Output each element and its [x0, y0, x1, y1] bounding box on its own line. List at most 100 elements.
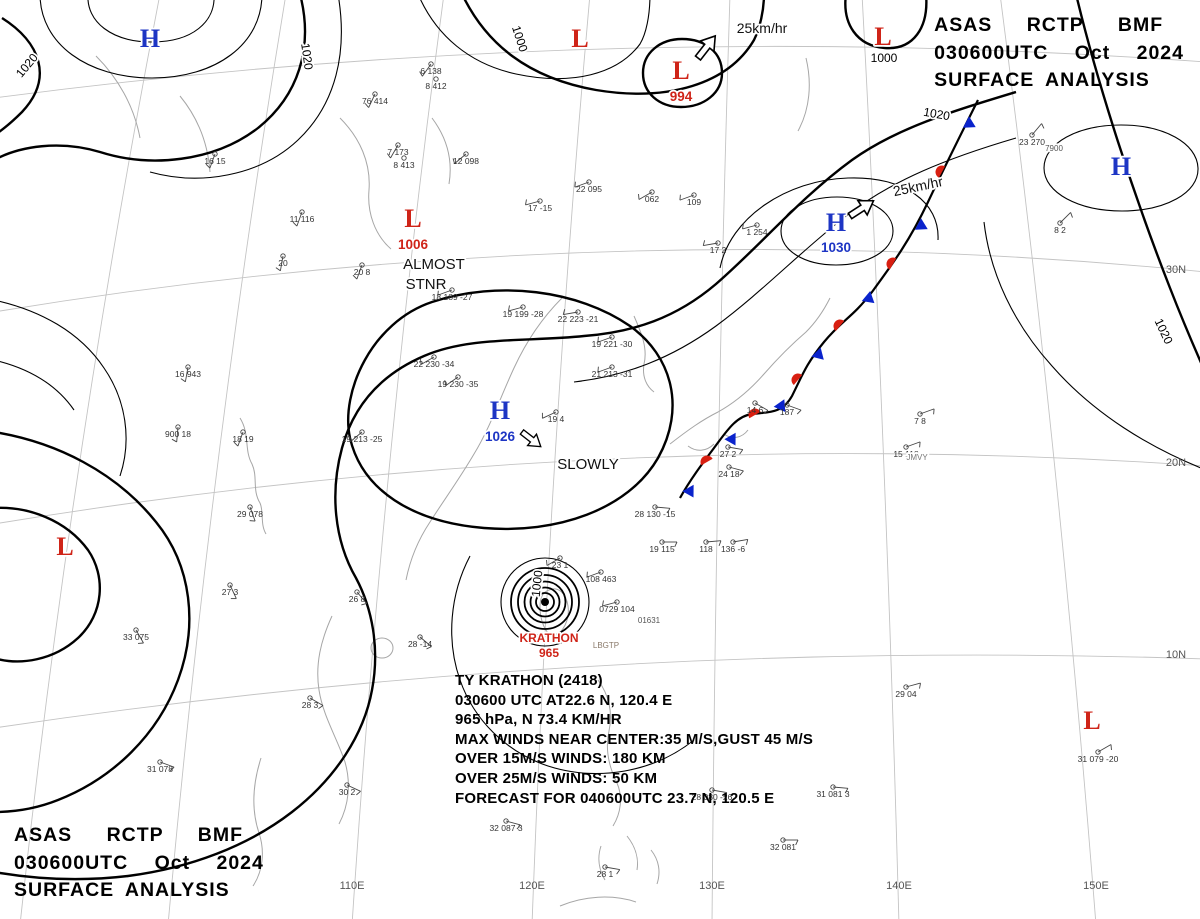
- wind-barb-icon: [390, 144, 399, 159]
- station-circle-icon: [1057, 220, 1063, 226]
- station-values: 16 15: [204, 156, 226, 166]
- station-values: 7 8: [914, 416, 926, 426]
- station-plot: 7 173: [386, 142, 409, 159]
- cold-front-symbol: [682, 484, 694, 498]
- station-circle-icon: [372, 91, 378, 97]
- low-center: L: [404, 204, 421, 233]
- storm-pressure: 965: [539, 646, 559, 660]
- station-plot: 18 19: [232, 429, 254, 447]
- station-values: 32 087 3: [489, 823, 522, 833]
- station-values: 27 2: [720, 449, 737, 459]
- station-values: 76 414: [362, 96, 388, 106]
- wind-barb-icon: [727, 446, 743, 451]
- station-circle-icon: [359, 262, 365, 268]
- center-pressure-value: 1006: [398, 237, 429, 252]
- station-circle-icon: [754, 222, 760, 228]
- high-center: H: [826, 208, 846, 237]
- isobar-label: 1000: [871, 51, 898, 65]
- station-values: 19 115: [649, 544, 675, 554]
- station-values: 187: [780, 407, 794, 417]
- station-plot: 19 4: [541, 409, 565, 424]
- wind-barb-icon: [356, 591, 367, 604]
- station-plot: 28 130 -15: [635, 504, 676, 519]
- station-circle-icon: [649, 189, 655, 195]
- station-values: 24 18: [718, 469, 740, 479]
- isobars-thin: [0, 0, 1200, 775]
- wind-barb-tick-icon: [666, 508, 671, 514]
- station-values: 28 130 -15: [635, 509, 676, 519]
- arrow-icon: [694, 34, 717, 62]
- wind-barb-tick-icon: [739, 449, 744, 455]
- wind-barb-tick-icon: [386, 153, 391, 159]
- station-circle-icon: [344, 782, 350, 788]
- wind-barb-icon: [249, 506, 256, 522]
- station-values: 30 2: [339, 787, 356, 797]
- wind-barb-icon: [1031, 123, 1042, 136]
- cold-front-symbol: [811, 347, 824, 360]
- station-plot: 17 -15: [525, 198, 552, 213]
- station-plot: 7 8: [914, 408, 935, 426]
- station-plot: 27 3: [222, 582, 239, 600]
- station-plot: 76 414: [362, 91, 388, 108]
- wind-barb-tick-icon: [745, 539, 749, 545]
- station-plot: 18 189 -27: [432, 287, 473, 302]
- station-plot: 23 1: [546, 555, 569, 570]
- wind-barb-icon: [602, 601, 618, 607]
- station-plot: 33 075: [123, 627, 149, 644]
- wind-barb-icon: [728, 466, 744, 472]
- station-plot: 8 413: [393, 155, 415, 170]
- station-values: 1 254: [746, 227, 768, 237]
- wind-barb-icon: [454, 153, 467, 164]
- low-center: L: [874, 22, 891, 51]
- station-values: 21 213 -31: [592, 369, 633, 379]
- station-values: 062: [645, 194, 659, 204]
- station-plot: 24 18: [718, 464, 744, 479]
- station-values: 27 3: [222, 587, 239, 597]
- ty-info-line: OVER 25M/S WINDS: 50 KM: [455, 769, 658, 787]
- ty-info-line: MAX WINDS NEAR CENTER:35 M/S,GUST 45 M/S: [455, 730, 814, 748]
- station-values: 19 199 -28: [503, 309, 544, 319]
- wind-barb-tick-icon: [1041, 123, 1045, 129]
- isobar-label: 1020: [1152, 316, 1176, 346]
- station-values: 29 078: [237, 509, 263, 519]
- wind-barb-tick-icon: [318, 705, 324, 710]
- station-plot: 109: [679, 192, 701, 207]
- station-values: 28 1: [597, 869, 614, 879]
- station-plot: 11 116: [290, 209, 315, 227]
- station-circle-icon: [433, 76, 439, 82]
- title-datetime: 030600UTC Oct 2024: [14, 851, 264, 874]
- wind-barb-tick-icon: [348, 436, 351, 442]
- warm-front-symbol: [791, 373, 803, 385]
- station-plot: 22 223 -21: [558, 309, 599, 324]
- station-values: 136 -6: [721, 544, 745, 554]
- station-circle-icon: [1029, 132, 1035, 138]
- wind-barb-tick-icon: [516, 824, 521, 830]
- wind-barb-icon: [1097, 744, 1112, 753]
- station-plot: 31 078: [147, 759, 175, 774]
- wind-barb-icon: [786, 404, 802, 411]
- station-circle-icon: [598, 569, 604, 575]
- station-circle-icon: [691, 192, 697, 198]
- station-plot: 19 230 -35: [438, 374, 479, 389]
- wind-barb-icon: [309, 697, 324, 706]
- warm-front-symbol: [935, 165, 946, 178]
- station-plot: 108 463: [586, 569, 617, 584]
- annotation-label: ALMOST: [403, 256, 465, 273]
- wind-barb-tick-icon: [233, 441, 239, 447]
- wind-barb-tick-icon: [444, 380, 447, 386]
- station-values: 31 079 -20: [1078, 754, 1119, 764]
- station-values: 118: [699, 544, 713, 554]
- wind-barb-tick-icon: [718, 540, 722, 547]
- station-circle-icon: [428, 61, 434, 67]
- station-values: 109: [687, 197, 701, 207]
- station-circle-icon: [903, 444, 909, 450]
- station-circle-icon: [463, 151, 469, 157]
- wind-barb-tick-icon: [844, 788, 849, 794]
- annotation-label: 25km/hr: [737, 20, 788, 36]
- station-plot: 062: [638, 189, 659, 204]
- annotation-label: 01631: [638, 616, 661, 625]
- station-plot: 19 115: [649, 539, 678, 554]
- graticule-label: 30N: [1166, 264, 1186, 276]
- station-circle-icon: [586, 179, 592, 185]
